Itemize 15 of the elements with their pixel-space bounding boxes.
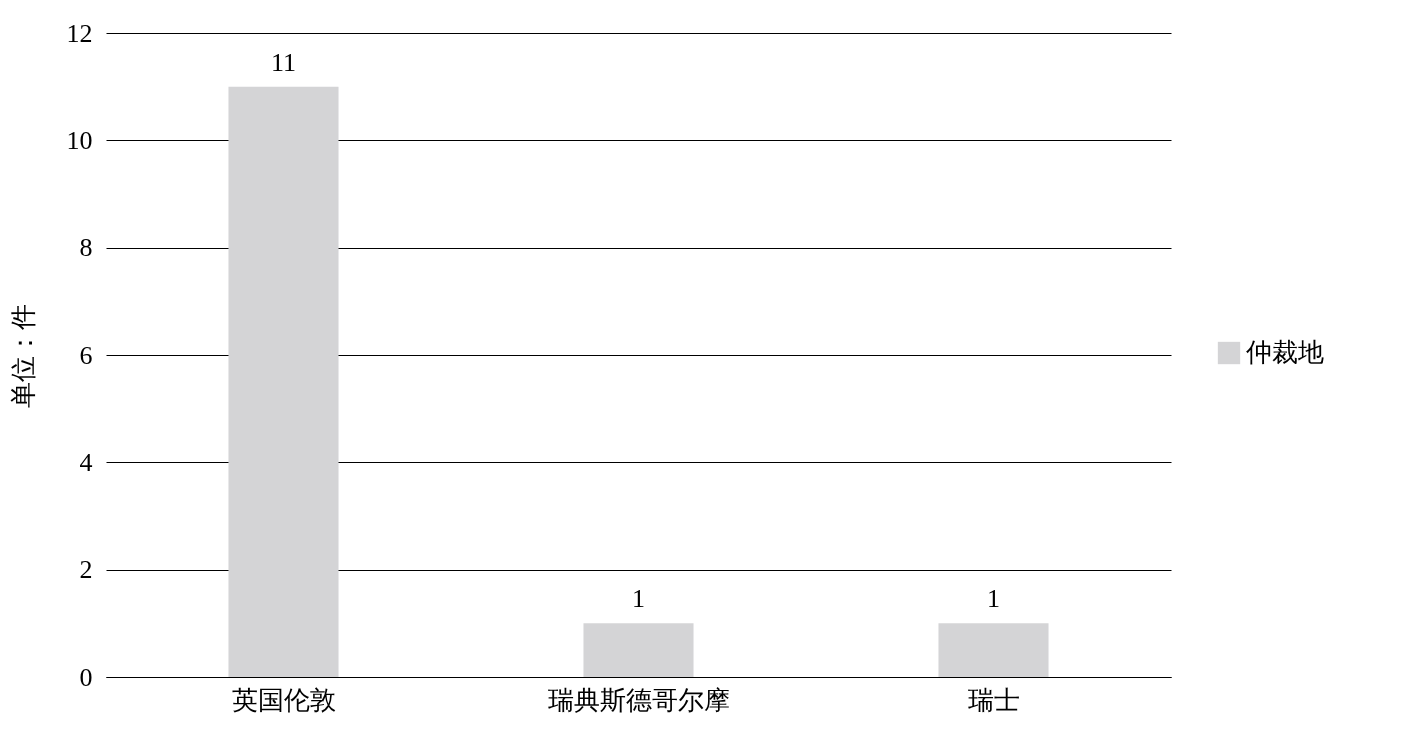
y-tick-label: 2 bbox=[79, 555, 93, 585]
x-tick-label: 英国伦敦 bbox=[231, 685, 336, 715]
y-tick-label: 8 bbox=[79, 233, 93, 263]
data-label: 11 bbox=[270, 47, 297, 77]
data-label: 1 bbox=[987, 584, 1000, 614]
y-tick-label: 12 bbox=[66, 18, 93, 48]
y-tick-label: 0 bbox=[79, 662, 93, 692]
x-tick-label: 瑞典斯德哥尔摩 bbox=[547, 685, 730, 715]
y-tick-label: 6 bbox=[79, 340, 93, 370]
y-axis-title: 单位：件 bbox=[8, 303, 38, 408]
x-tick-label: 瑞士 bbox=[967, 685, 1020, 715]
data-label: 1 bbox=[632, 584, 645, 614]
y-tick-label: 10 bbox=[66, 125, 93, 155]
y-tick-label: 4 bbox=[79, 447, 93, 477]
legend-label: 仲裁地 bbox=[1246, 338, 1324, 367]
